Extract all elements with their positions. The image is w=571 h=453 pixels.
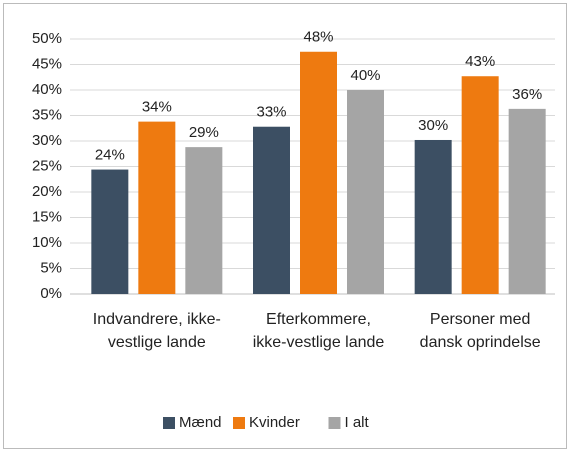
legend-swatch (233, 417, 245, 429)
y-tick-label: 0% (40, 285, 62, 302)
bar (414, 139, 452, 294)
bar (138, 121, 176, 295)
legend-swatch (163, 417, 175, 429)
bar (253, 126, 290, 294)
bar (508, 108, 546, 295)
x-tick-label: Efterkommere, ikke-vestlige lande (252, 311, 385, 351)
data-label: 40% (350, 67, 380, 84)
data-label: 36% (512, 86, 542, 103)
data-label: 34% (142, 99, 172, 116)
y-tick-label: 10% (32, 234, 62, 251)
x-tick-label: Indvandrere, ikke-vestlige lande (92, 311, 221, 351)
bar (300, 51, 337, 294)
y-tick-label: 15% (32, 208, 62, 225)
y-tick-label: 40% (32, 81, 62, 98)
data-label: 48% (303, 29, 333, 46)
legend-label: Mænd (179, 414, 222, 431)
bar (347, 90, 384, 294)
y-tick-label: 30% (32, 132, 62, 149)
data-label: 43% (465, 53, 495, 70)
bar (185, 147, 223, 294)
data-label: 24% (95, 147, 125, 164)
legend-swatch (328, 417, 341, 429)
y-tick-label: 45% (32, 55, 62, 72)
legend-label: I alt (345, 414, 370, 431)
legend-label: Kvinder (249, 414, 300, 431)
x-tick-label: Personer med dansk oprindelse (419, 311, 541, 351)
y-tick-label: 35% (32, 106, 62, 123)
data-label: 33% (256, 104, 286, 121)
data-label: 29% (189, 124, 219, 141)
y-tick-label: 25% (32, 157, 62, 174)
y-tick-label: 50% (32, 30, 62, 47)
data-label: 30% (418, 117, 448, 134)
bar (461, 76, 499, 294)
bar (91, 169, 129, 294)
y-tick-label: 20% (32, 183, 62, 200)
y-tick-label: 5% (40, 259, 62, 276)
